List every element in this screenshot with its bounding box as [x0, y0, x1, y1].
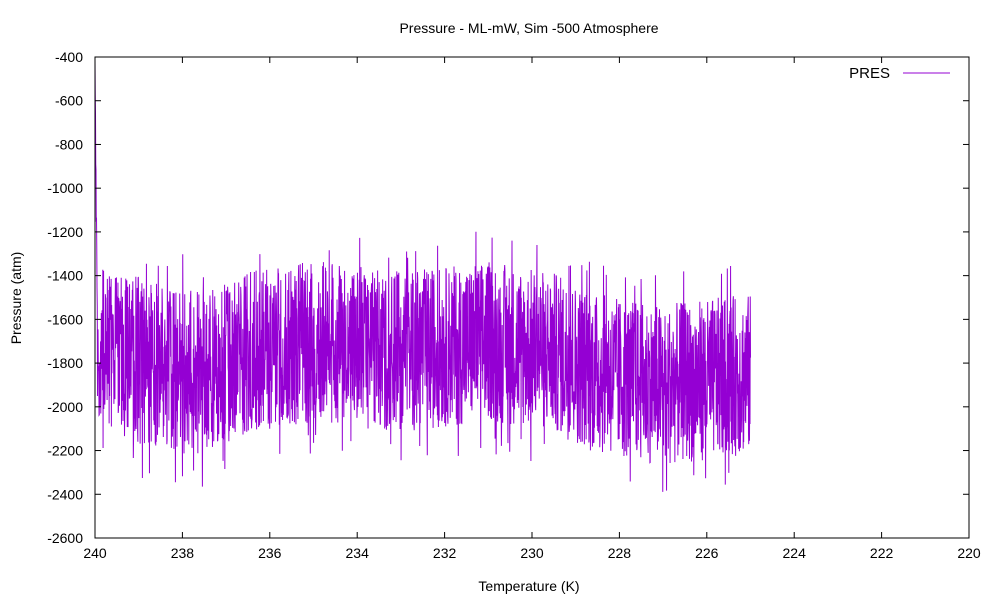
y-tick-label: -1800	[47, 355, 83, 371]
legend: PRES	[849, 65, 950, 82]
y-tick-label: -2000	[47, 399, 83, 415]
x-tick-label: 226	[695, 545, 719, 561]
y-tick-label: -2200	[47, 443, 83, 459]
x-tick-label: 236	[258, 545, 282, 561]
x-tick-label: 224	[783, 545, 807, 561]
x-axis-ticks: 240 238 236 234 232 230 228 226 224 222 220	[83, 57, 981, 561]
x-tick-label: 234	[346, 545, 370, 561]
y-tick-label: -2400	[47, 486, 83, 502]
y-tick-label: -800	[55, 136, 83, 152]
y-tick-label: -1000	[47, 180, 83, 196]
series-pres	[94, 60, 751, 492]
x-tick-label: 232	[433, 545, 457, 561]
chart-title: Pressure - ML-mW, Sim -500 Atmosphere	[399, 20, 658, 36]
y-axis-ticks: -400 -600 -800 -1000 -1200 -1400 -1600 -1800 -20…	[47, 49, 969, 546]
y-tick-label: -2600	[47, 530, 83, 546]
x-axis-label: Temperature (K)	[478, 578, 579, 594]
x-tick-label: 230	[520, 545, 544, 561]
y-tick-label: -1600	[47, 311, 83, 327]
legend-label-pres: PRES	[849, 65, 890, 82]
y-tick-label: -400	[55, 49, 83, 65]
y-tick-label: -1400	[47, 268, 83, 284]
y-tick-label: -600	[55, 93, 83, 109]
x-tick-label: 220	[957, 545, 981, 561]
series-line-pres	[94, 60, 751, 492]
x-tick-label: 240	[83, 545, 107, 561]
x-tick-label: 228	[608, 545, 632, 561]
y-tick-label: -1200	[47, 224, 83, 240]
y-axis-label: Pressure (atm)	[8, 252, 24, 345]
x-tick-label: 222	[870, 545, 894, 561]
x-tick-label: 238	[171, 545, 195, 561]
